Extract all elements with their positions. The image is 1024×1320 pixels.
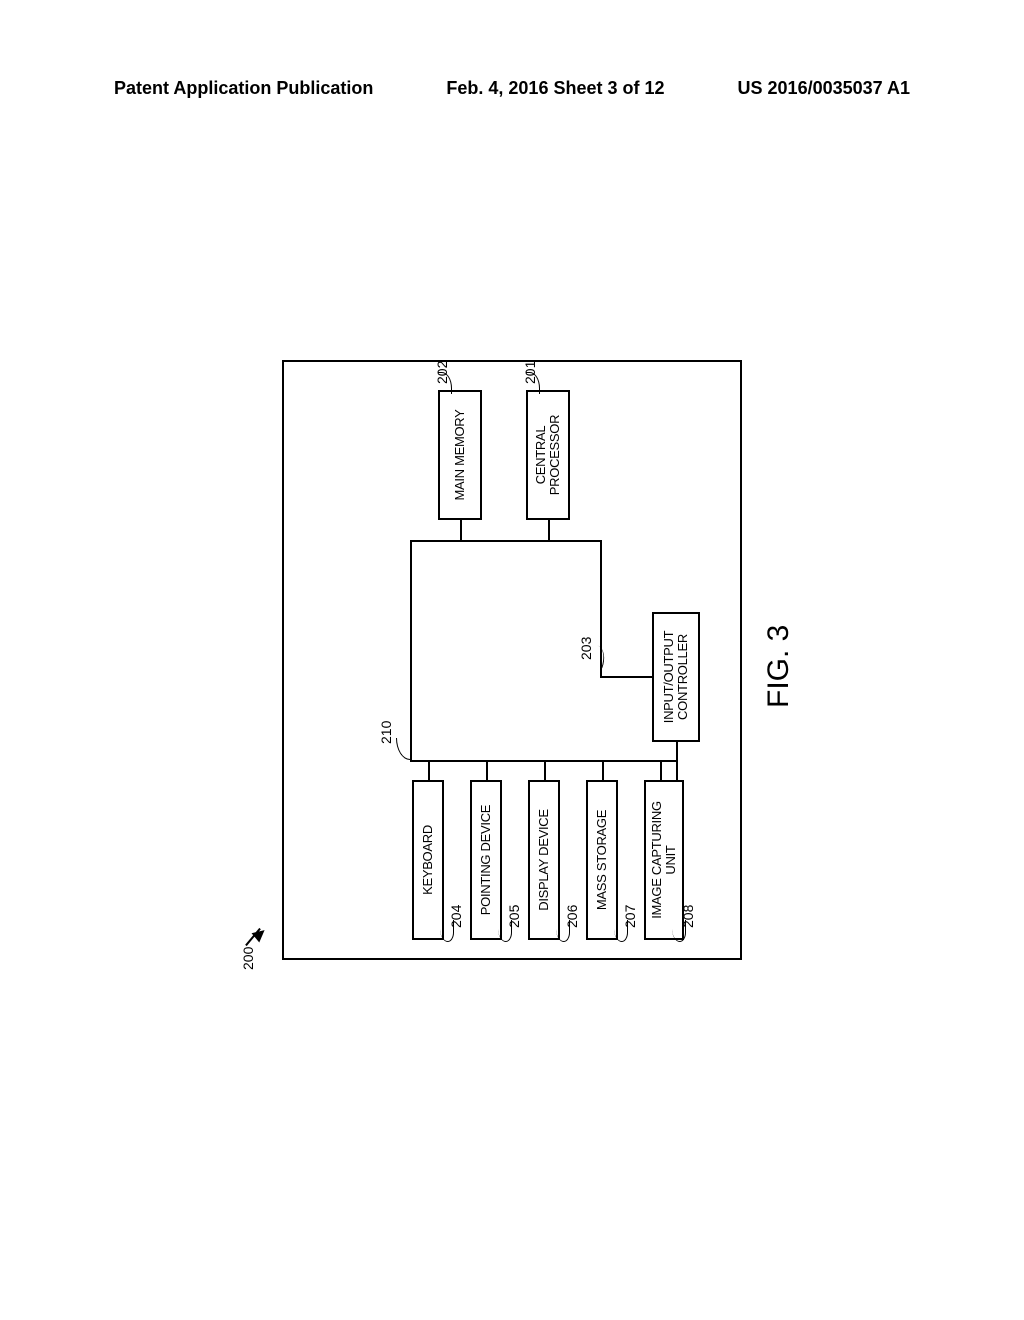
mass-storage-block: MASS STORAGE xyxy=(586,780,618,940)
keyboard-block: KEYBOARD xyxy=(412,780,444,940)
bus-ref: 210 xyxy=(378,721,394,744)
image-capture-ref: 208 xyxy=(680,905,696,928)
page-header: Patent Application Publication Feb. 4, 2… xyxy=(0,78,1024,99)
display-ref: 206 xyxy=(564,905,580,928)
stub-cpu-line xyxy=(548,520,550,542)
diagram: 200 210 KEYBOARD 204 POINTING DEVICE 205 xyxy=(282,360,742,960)
image-capture-label: IMAGE CAPTURING UNIT xyxy=(650,801,679,919)
pointing-block: POINTING DEVICE xyxy=(470,780,502,940)
header-right: US 2016/0035037 A1 xyxy=(738,78,910,99)
pointing-ref: 205 xyxy=(506,905,522,928)
mass-storage-ref: 207 xyxy=(622,905,638,928)
mass-storage-label: MASS STORAGE xyxy=(595,810,609,910)
stub-pointing-line xyxy=(486,762,488,780)
main-memory-block: MAIN MEMORY xyxy=(438,390,482,520)
figure-caption: FIG. 3 xyxy=(762,625,796,708)
image-capture-block: IMAGE CAPTURING UNIT xyxy=(644,780,684,940)
display-block: DISPLAY DEVICE xyxy=(528,780,560,940)
keyboard-ref: 204 xyxy=(448,905,464,928)
stub-image-line xyxy=(660,762,662,780)
stub-mem-line xyxy=(460,520,462,542)
main-bus xyxy=(410,540,412,762)
stub-mass-line xyxy=(602,762,604,780)
io-controller-label: INPUT/OUTPUT CONTROLLER xyxy=(662,631,691,723)
keyboard-label: KEYBOARD xyxy=(421,825,435,895)
central-processor-label: CENTRAL PROCESSOR xyxy=(534,415,563,495)
header-left: Patent Application Publication xyxy=(114,78,373,99)
display-label: DISPLAY DEVICE xyxy=(537,809,551,911)
page: Patent Application Publication Feb. 4, 2… xyxy=(0,0,1024,1320)
stub-display-line xyxy=(544,762,546,780)
central-processor-block: CENTRAL PROCESSOR xyxy=(526,390,570,520)
header-center: Feb. 4, 2016 Sheet 3 of 12 xyxy=(446,78,664,99)
main-memory-label: MAIN MEMORY xyxy=(453,409,467,500)
io-ref: 203 xyxy=(578,637,594,660)
main-memory-ref: 202 xyxy=(434,361,450,384)
central-processor-ref: 201 xyxy=(522,361,538,384)
left-vert-bus xyxy=(410,760,676,762)
stub-keyboard-line xyxy=(428,762,430,780)
io-controller-block: INPUT/OUTPUT CONTROLLER xyxy=(652,612,700,742)
right-vert-bus xyxy=(410,540,600,542)
io-top-stub xyxy=(600,676,652,678)
system-ref: 200 xyxy=(240,947,256,970)
pointing-label: POINTING DEVICE xyxy=(479,805,493,915)
io-left-horiz xyxy=(676,742,678,780)
